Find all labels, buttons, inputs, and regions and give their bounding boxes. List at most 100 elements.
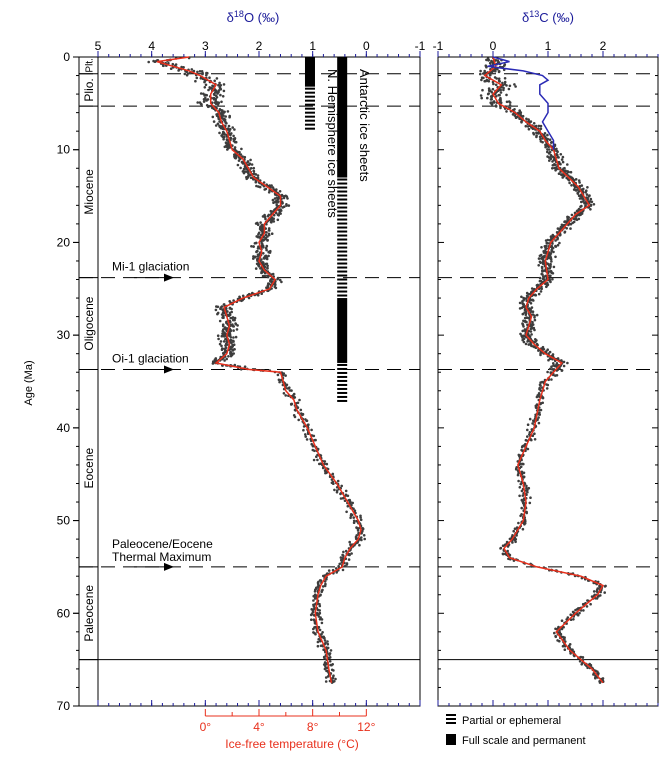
c13-data-point xyxy=(549,252,553,255)
o18-data-point xyxy=(348,540,352,544)
o18-data-point xyxy=(218,131,221,135)
o18-data-point xyxy=(324,680,328,683)
c13-data-point xyxy=(527,127,531,131)
o18-data-point xyxy=(317,580,320,584)
o18-data-point xyxy=(205,73,208,77)
o18-data-point xyxy=(258,185,262,189)
o18-data-point xyxy=(325,471,328,475)
c13-data-point xyxy=(580,184,584,187)
o18-data-point xyxy=(265,262,269,266)
c13-data-point xyxy=(518,307,522,310)
o18-data-point xyxy=(355,526,358,529)
c13-data-point xyxy=(497,70,501,74)
c13-data-point xyxy=(539,389,543,392)
o18-data-point xyxy=(337,565,340,568)
c13-data-point xyxy=(499,99,502,102)
o18-data-point xyxy=(276,196,280,199)
o18-data-point xyxy=(234,140,238,144)
o18-data-point xyxy=(252,170,256,173)
c13-data-point xyxy=(524,342,528,346)
o18-data-point xyxy=(359,516,362,519)
c13-data-point xyxy=(575,209,579,213)
o18-data-point xyxy=(316,640,320,644)
c13-data-point xyxy=(560,158,564,161)
c13-data-point xyxy=(565,227,568,230)
c13-data-point xyxy=(532,122,536,125)
o18-data-point xyxy=(205,104,209,107)
o18-data-point xyxy=(339,556,343,559)
o18-data-point xyxy=(211,84,214,88)
o18-data-point xyxy=(271,272,275,276)
c13-data-point xyxy=(555,231,559,234)
o18-data-point xyxy=(298,398,301,402)
o18-data-point xyxy=(292,395,295,399)
o18-data-point xyxy=(199,92,203,95)
o18-data-point xyxy=(360,536,363,539)
c13-data-point xyxy=(508,84,512,88)
o18-data-point xyxy=(356,529,360,532)
c13-data-point xyxy=(532,131,535,135)
c13-data-point xyxy=(530,306,534,309)
o18-data-point xyxy=(266,214,270,218)
o18-data-point xyxy=(271,210,275,213)
c13-data-point xyxy=(505,93,508,97)
o18-data-point xyxy=(317,638,321,641)
c13-data-point xyxy=(514,85,517,88)
c13-data-point xyxy=(514,538,518,541)
c13-data-point xyxy=(545,282,549,285)
c13-data-point xyxy=(580,196,584,199)
c13-data-point xyxy=(546,370,549,374)
c13-data-point xyxy=(507,87,511,91)
c13-data-point xyxy=(556,155,559,159)
c13-data-point xyxy=(552,364,555,367)
o18-data-point xyxy=(233,128,236,131)
o18-data-point xyxy=(222,83,226,86)
o18-data-point xyxy=(345,562,349,565)
c13-data-point xyxy=(563,230,567,234)
o18-data-point xyxy=(218,81,221,85)
c13-data-point xyxy=(525,484,528,488)
ice-sheet-full-bar xyxy=(337,57,348,178)
o18-data-point xyxy=(225,340,229,344)
c13-data-point xyxy=(554,255,557,259)
o18-data-point xyxy=(267,229,271,232)
c13-data-point xyxy=(495,77,499,80)
o18-data-point xyxy=(310,618,313,621)
c13-data-point xyxy=(551,233,555,237)
o18-data-point xyxy=(270,232,274,235)
o18-data-point xyxy=(224,344,227,347)
c13-data-point xyxy=(592,590,596,593)
o18-data-point xyxy=(321,631,324,634)
c13-data-point xyxy=(526,490,529,494)
c13-data-point xyxy=(529,496,532,500)
o18-data-point xyxy=(256,174,260,177)
o18-data-point xyxy=(218,120,221,123)
c13-data-point xyxy=(531,323,535,326)
o18-data-point xyxy=(349,513,353,516)
o18-data-point xyxy=(249,176,253,180)
ice-sheet-partial-stripe xyxy=(337,178,348,181)
o18-data-point xyxy=(321,585,325,588)
ice-sheet-partial-stripe xyxy=(304,119,315,122)
epoch-label: Paleocene xyxy=(82,585,96,642)
o18-data-point xyxy=(221,112,224,115)
o18-data-point xyxy=(301,412,305,416)
c13-data-point xyxy=(541,277,545,281)
c13-data-point xyxy=(490,59,493,63)
c13-data-point xyxy=(569,170,573,174)
o18-data-point xyxy=(232,336,235,339)
c13-data-point xyxy=(488,89,491,93)
c13-data-point xyxy=(531,434,535,438)
ice-sheet-label: Antarctic ice sheets xyxy=(357,69,372,182)
c13-tick-label: -1 xyxy=(433,39,444,53)
o18-data-point xyxy=(276,373,280,377)
c13-data-point xyxy=(501,552,505,556)
c13-data-point xyxy=(515,534,518,537)
c13-data-point xyxy=(526,340,529,343)
o18-data-point xyxy=(350,552,353,555)
c13-data-point xyxy=(487,92,491,95)
o18-data-point xyxy=(307,423,310,427)
c13-data-point xyxy=(511,541,514,544)
y-tick-label: 60 xyxy=(57,606,71,620)
c13-data-point xyxy=(556,237,559,241)
